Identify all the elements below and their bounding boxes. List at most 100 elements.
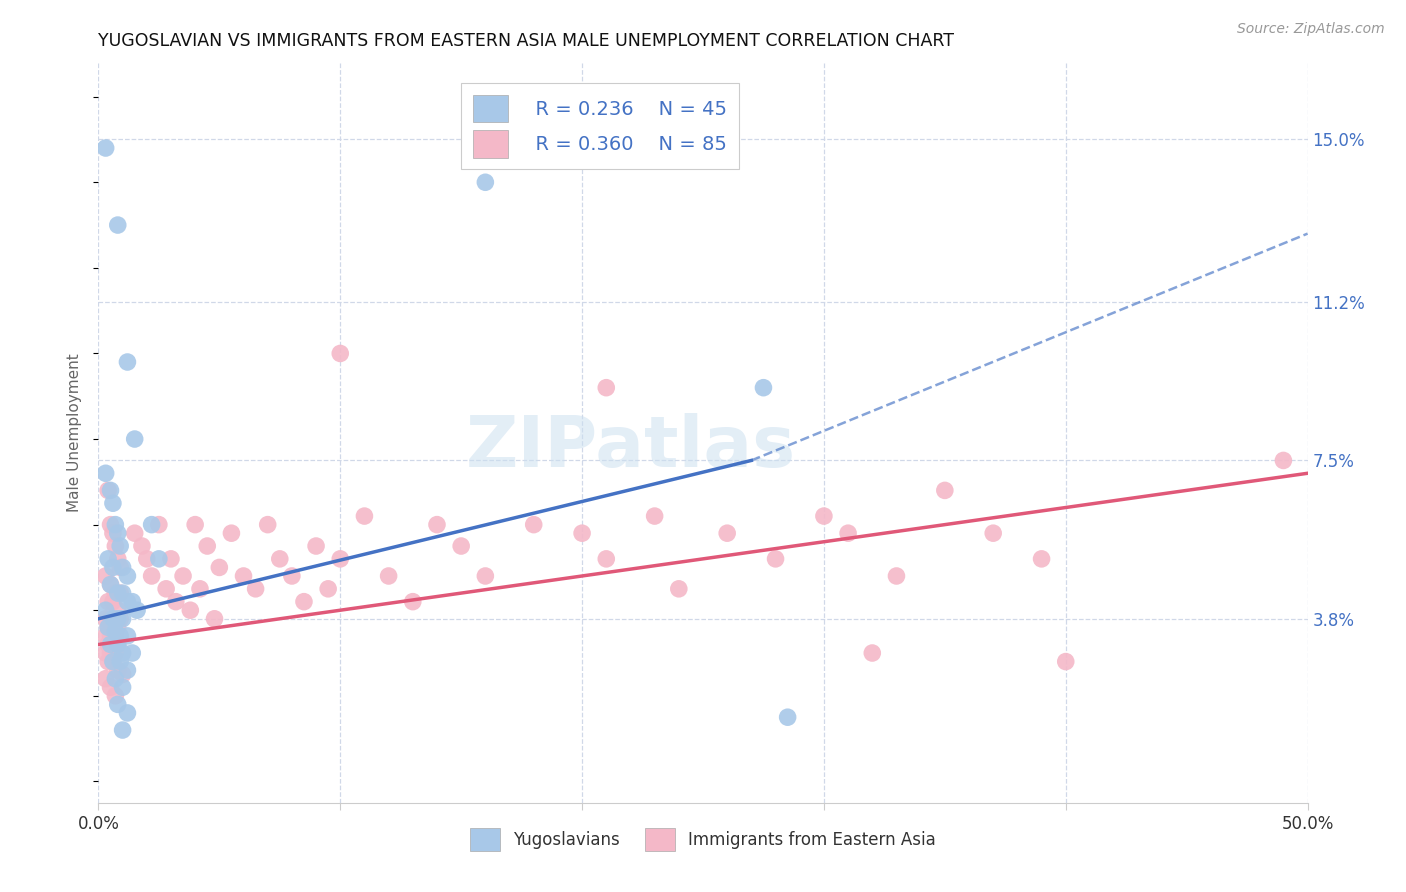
Point (97, 637, 120, 651)
Point (94, 467, 117, 481)
Point (595, 381, 617, 395)
Point (111, 723, 134, 737)
Point (104, 646, 127, 660)
Point (127, 603, 149, 617)
Point (101, 526, 124, 541)
Point (100, 577, 122, 591)
Point (100, 637, 122, 651)
Point (402, 595, 425, 609)
Point (100, 612, 122, 626)
Point (474, 569, 496, 583)
Point (104, 624, 127, 639)
Point (776, 710, 799, 724)
Point (104, 629, 127, 643)
Point (97, 483, 120, 498)
Point (107, 586, 129, 600)
Point (124, 432, 146, 446)
Point (316, 582, 339, 596)
Point (886, 569, 908, 583)
Y-axis label: Male Unemployment: Male Unemployment (67, 353, 83, 512)
Point (97, 552, 120, 566)
Point (377, 569, 399, 583)
Point (94, 672, 117, 686)
Point (813, 509, 835, 524)
Point (179, 603, 201, 617)
Point (860, 646, 883, 660)
Point (934, 483, 956, 498)
Point (221, 526, 243, 541)
Point (752, 381, 775, 395)
Point (148, 552, 170, 566)
Point (141, 569, 163, 583)
Point (981, 526, 1004, 541)
Point (104, 689, 127, 703)
Point (108, 655, 131, 669)
Point (94, 569, 117, 583)
Point (100, 646, 122, 660)
Point (111, 646, 134, 660)
Point (1054, 655, 1077, 669)
Point (148, 517, 170, 532)
Point (101, 637, 124, 651)
Point (184, 517, 207, 532)
Point (571, 526, 593, 541)
Point (94, 646, 117, 660)
Point (107, 526, 129, 541)
Point (117, 595, 139, 609)
Point (104, 672, 127, 686)
Legend: Yugoslavians, Immigrants from Eastern Asia: Yugoslavians, Immigrants from Eastern As… (460, 817, 946, 861)
Point (329, 346, 352, 360)
Point (108, 629, 131, 643)
Point (121, 595, 143, 609)
Point (256, 517, 278, 532)
Point (292, 595, 315, 609)
Point (204, 612, 226, 626)
Point (269, 552, 291, 566)
Point (160, 552, 183, 566)
Point (117, 663, 139, 677)
Point (281, 569, 304, 583)
Point (195, 539, 218, 553)
Point (108, 560, 131, 574)
Point (107, 663, 129, 677)
Point (100, 483, 122, 498)
Point (97, 620, 120, 634)
Point (353, 509, 375, 524)
Point (188, 582, 211, 596)
Point (124, 526, 146, 541)
Point (100, 577, 122, 591)
Point (1031, 552, 1053, 566)
Point (108, 612, 131, 626)
Point (108, 586, 131, 600)
Point (107, 603, 129, 617)
Point (104, 612, 127, 626)
Point (117, 355, 139, 369)
Point (104, 539, 127, 553)
Point (107, 637, 129, 651)
Point (668, 582, 690, 596)
Point (101, 496, 124, 510)
Point (232, 569, 254, 583)
Point (117, 569, 139, 583)
Point (104, 586, 127, 600)
Point (107, 552, 129, 566)
Point (450, 539, 472, 553)
Point (107, 637, 129, 651)
Point (716, 526, 738, 541)
Text: ZIPatlas: ZIPatlas (465, 413, 796, 482)
Point (305, 539, 328, 553)
Point (426, 517, 449, 532)
Point (837, 526, 859, 541)
Point (523, 517, 546, 532)
Point (108, 539, 131, 553)
Point (101, 620, 124, 634)
Point (111, 560, 134, 574)
Point (117, 629, 139, 643)
Point (97, 655, 120, 669)
Point (107, 620, 129, 634)
Point (100, 680, 122, 694)
Point (101, 560, 124, 574)
Point (101, 612, 124, 626)
Point (141, 517, 163, 532)
Point (111, 612, 134, 626)
